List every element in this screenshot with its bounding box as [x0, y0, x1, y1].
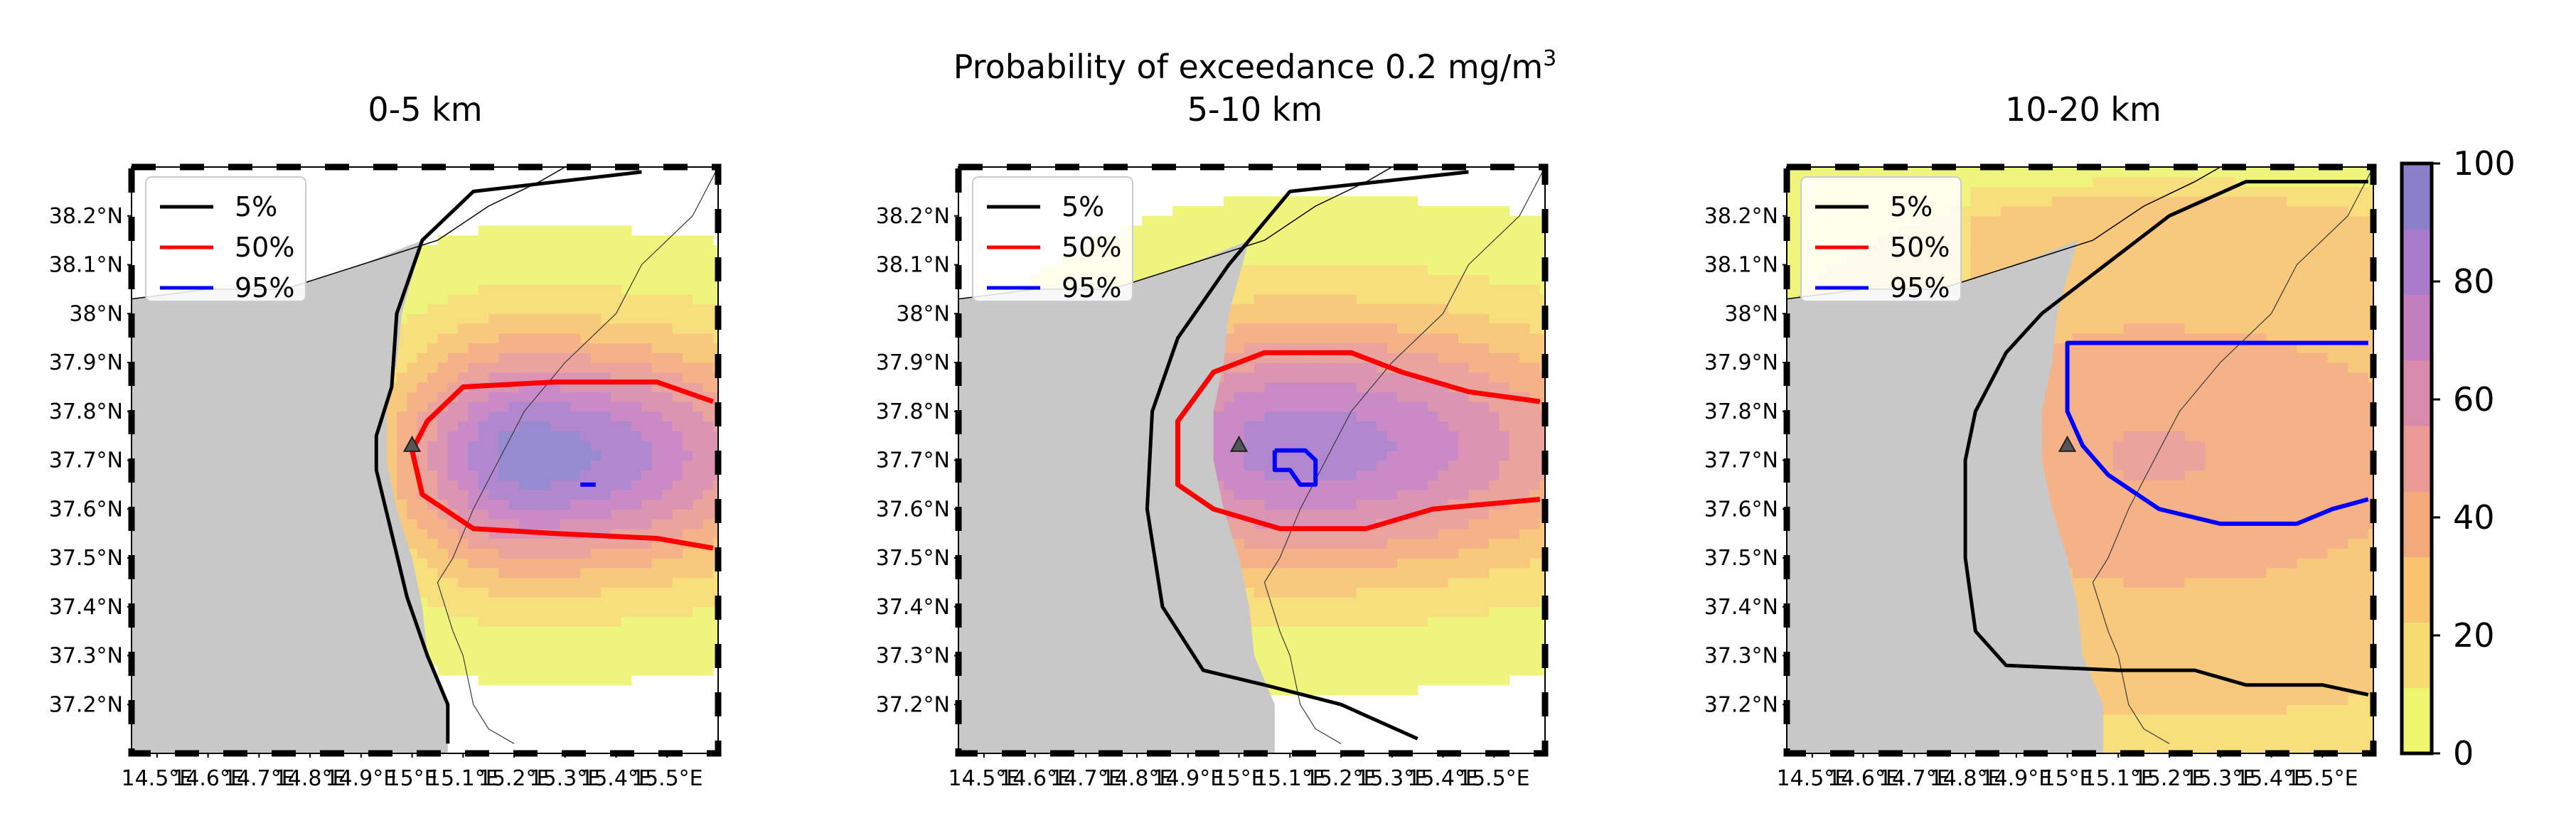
legend-label: 5% — [1062, 191, 1104, 222]
lon-tick-label: 15.5°E — [2287, 766, 2358, 791]
lat-tick-label: 37.3°N — [876, 644, 950, 669]
legend-label: 95% — [1062, 272, 1121, 303]
lat-tick-label: 37.7°N — [1704, 448, 1778, 473]
legend-label: 5% — [235, 191, 277, 222]
colorbar-segment — [2402, 623, 2432, 689]
colorbar-segment — [2402, 163, 2432, 230]
lat-tick-label: 38.1°N — [876, 253, 950, 278]
figure-title: Probability of exceedance 0.2 mg/m3 — [953, 46, 1557, 86]
lat-tick-label: 37.9°N — [49, 350, 123, 375]
legend: 5% 50% 95% — [146, 177, 306, 303]
lat-tick-label: 37.5°N — [876, 546, 950, 571]
legend-label: 5% — [1890, 191, 1933, 222]
lat-tick-label: 37.8°N — [49, 399, 123, 424]
lat-tick-label: 37.2°N — [49, 692, 123, 717]
lat-tick-label: 37.6°N — [49, 497, 123, 522]
legend-label: 50% — [1062, 232, 1121, 263]
lat-tick-label: 37.3°N — [1704, 644, 1778, 669]
legend-label: 95% — [235, 272, 294, 303]
legend-label: 95% — [1890, 272, 1950, 303]
lat-tick-label: 37.7°N — [876, 448, 950, 473]
lat-tick-label: 37.8°N — [1704, 399, 1778, 424]
lat-tick-label: 38.1°N — [49, 253, 123, 278]
colorbar-segment — [2402, 491, 2432, 557]
legend: 5% 50% 95% — [1801, 177, 1961, 303]
panel-10-20km: 10-20 km 38.2°N 38.1°N 38°N 37.9°N 37.8°N 37.… — [1704, 90, 2379, 791]
lat-tick-label: 37.6°N — [1704, 497, 1778, 522]
lat-tick-label: 38.1°N — [1704, 253, 1778, 278]
lat-tick-label: 37.2°N — [876, 692, 950, 717]
lat-tick-label: 37.8°N — [876, 399, 950, 424]
lat-tick-label: 38.2°N — [49, 204, 123, 229]
colorbar-segment — [2402, 557, 2432, 623]
colorbar-segment — [2402, 360, 2432, 426]
lat-tick-label: 37.5°N — [49, 546, 123, 571]
lat-tick-label: 37.2°N — [1704, 692, 1778, 717]
colorbar-tick-label: 40 — [2453, 498, 2495, 537]
lat-tick-label: 37.9°N — [1704, 350, 1778, 375]
lon-tick-label: 15.5°E — [631, 766, 703, 791]
lat-tick-label: 37.4°N — [49, 595, 123, 620]
colorbar-tick-label: 60 — [2453, 380, 2495, 419]
lat-tick-label: 38°N — [896, 301, 950, 326]
lat-tick-label: 37.6°N — [876, 497, 950, 522]
legend: 5% 50% 95% — [973, 177, 1133, 303]
colorbar-segment — [2402, 688, 2432, 754]
panel-title: 0-5 km — [368, 90, 482, 129]
colorbar-tick-label: 20 — [2453, 616, 2495, 655]
lat-tick-label: 38.2°N — [876, 204, 950, 229]
panel-0-5km: 0-5 km 38.2°N 38.1°N 38°N 37.9°N 37.8°N 37.7°… — [49, 90, 724, 791]
colorbar-segment — [2402, 294, 2432, 360]
colorbar: 100 80 60 40 20 0 — [2402, 144, 2516, 773]
lat-tick-label: 38°N — [69, 301, 123, 326]
lat-tick-label: 38°N — [1724, 301, 1778, 326]
lon-tick-label: 15.5°E — [1458, 766, 1530, 791]
colorbar-segment — [2402, 229, 2432, 295]
legend-label: 50% — [235, 232, 294, 263]
lat-tick-label: 37.3°N — [49, 644, 123, 669]
lat-tick-label: 38.2°N — [1704, 204, 1778, 229]
colorbar-tick-label: 80 — [2453, 262, 2495, 301]
colorbar-tick-label: 0 — [2453, 734, 2474, 773]
colorbar-tick-label: 100 — [2453, 144, 2516, 183]
lat-tick-label: 37.4°N — [1704, 595, 1778, 620]
panel-5-10km: 5-10 km 38.2°N 38.1°N 38°N 37.9°N 37.8°N 37.7… — [876, 90, 1551, 791]
panel-title: 5-10 km — [1187, 90, 1322, 129]
lat-tick-label: 37.5°N — [1704, 546, 1778, 571]
colorbar-segment — [2402, 426, 2432, 492]
legend-label: 50% — [1890, 232, 1950, 263]
lat-tick-label: 37.4°N — [876, 595, 950, 620]
lat-tick-label: 37.7°N — [49, 448, 123, 473]
panel-title: 10-20 km — [2005, 90, 2161, 129]
lat-tick-label: 37.9°N — [876, 350, 950, 375]
